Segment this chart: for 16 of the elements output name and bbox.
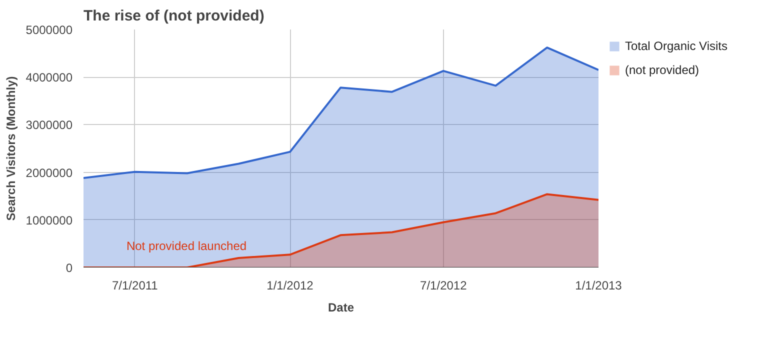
y-axis-title: Search Visitors (Monthly) (4, 76, 18, 221)
y-tick-label: 1000000 (26, 213, 73, 228)
legend-label: Total Organic Visits (625, 39, 728, 53)
chart-title: The rise of (not provided) (84, 8, 264, 24)
x-tick-label: 7/1/2012 (420, 278, 468, 292)
y-tick-label: 2000000 (26, 166, 73, 180)
x-axis-title: Date (328, 300, 354, 314)
y-tick-label: 5000000 (26, 23, 73, 37)
x-tick-label: 1/1/2013 (575, 278, 622, 292)
annotation: Not provided launched (126, 239, 247, 254)
legend-label: (not provided) (625, 63, 700, 77)
y-tick-label: 0 (66, 261, 73, 275)
x-tick-label: 1/1/2012 (266, 278, 314, 292)
y-tick-label: 3000000 (26, 118, 73, 132)
x-tick-label: 7/1/2011 (112, 278, 158, 292)
y-tick-label: 4000000 (26, 70, 73, 85)
